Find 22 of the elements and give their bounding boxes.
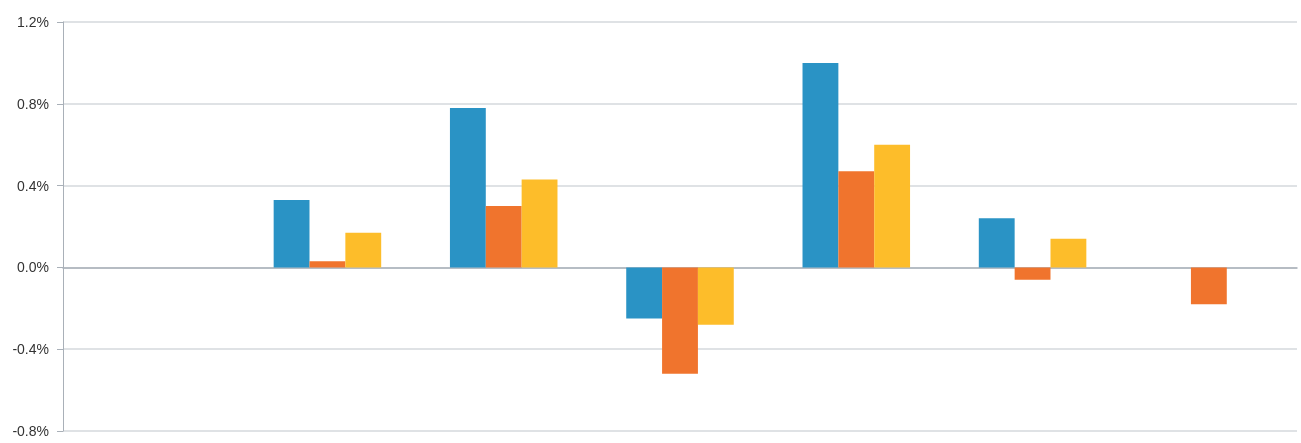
y-tick-label: -0.8% <box>12 423 49 439</box>
y-tick-label: 0.0% <box>17 259 49 276</box>
bar <box>697 267 734 325</box>
y-tick-label: -0.4% <box>12 341 49 358</box>
bar <box>449 107 486 268</box>
bar <box>838 171 875 268</box>
bar <box>1050 238 1087 268</box>
bar <box>273 199 310 268</box>
bar <box>521 179 558 268</box>
bar <box>874 144 911 268</box>
bar <box>802 62 839 268</box>
y-tick-label: 0.8% <box>17 95 49 112</box>
bar <box>626 267 663 319</box>
y-tick-label: 1.2% <box>17 14 49 30</box>
bar <box>309 261 346 268</box>
bar <box>485 206 522 268</box>
y-tick-label: 0.4% <box>17 177 49 194</box>
bar <box>345 232 382 268</box>
bar <box>978 218 1015 268</box>
bar <box>1190 267 1227 305</box>
bar <box>1014 267 1051 280</box>
bar <box>662 267 698 374</box>
